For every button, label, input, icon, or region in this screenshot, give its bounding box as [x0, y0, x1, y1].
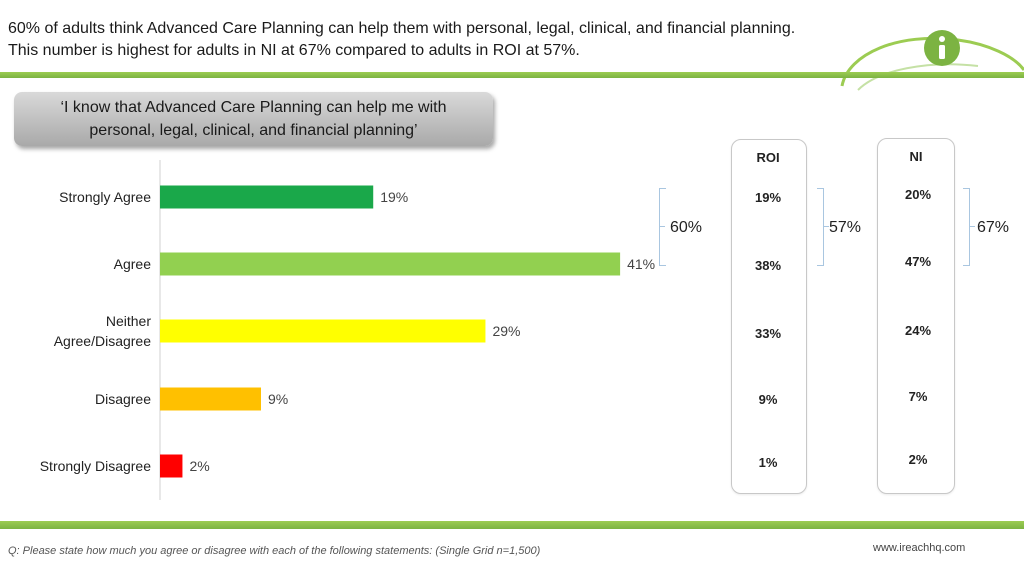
headline-line-2: This number is highest for adults in NI … — [8, 42, 580, 59]
bar-value-label: 2% — [189, 458, 209, 474]
category-label: Strongly Agree — [59, 187, 151, 207]
bar-chart: 19% 41% 29% 9% 2% — [159, 160, 655, 500]
bar-value-label: 9% — [268, 391, 288, 407]
bar-strongly-agree — [160, 185, 374, 209]
overall-agree-bracket — [659, 188, 666, 266]
category-label: Strongly Disagree — [40, 456, 151, 476]
category-label-line: Neither — [105, 313, 151, 329]
ni-value: 47% — [904, 254, 932, 269]
ni-value: 20% — [904, 187, 932, 202]
logo — [840, 30, 1024, 91]
roi-value: 1% — [758, 455, 778, 470]
ni-agree-bracket-tick — [969, 226, 975, 227]
roi-value: 33% — [754, 326, 782, 341]
info-icon — [924, 30, 960, 66]
category-label: Agree — [114, 254, 151, 274]
bar-value-label: 41% — [627, 256, 655, 272]
category-label-line: Disagree — [94, 391, 151, 407]
bar-value-label: 29% — [492, 323, 520, 339]
category-label-line: Strongly Disagree — [39, 458, 151, 474]
category-label-line: Strongly Agree — [59, 189, 151, 205]
roi-agree-total: 57% — [829, 219, 862, 236]
logo-swoosh-arc-inner — [857, 63, 979, 91]
category-label-line: Agree/Disagree — [53, 333, 151, 349]
question-footnote: Q: Please state how much you agree or di… — [8, 545, 541, 557]
bar-agree — [160, 252, 621, 276]
roi-agree-bracket — [817, 188, 824, 266]
ni-value: 7% — [908, 389, 928, 404]
ni-agree-bracket — [963, 188, 970, 266]
ni-header: NI — [909, 149, 923, 164]
statement-line-1: ‘I know that Advanced Care Planning can … — [60, 99, 447, 116]
roi-agree-bracket-tick — [823, 226, 829, 227]
ni-panel — [877, 138, 955, 494]
category-label: Neither Agree/Disagree — [54, 311, 151, 351]
bar-value-label: 19% — [380, 189, 408, 205]
statement-callout: ‘I know that Advanced Care Planning can … — [14, 92, 493, 146]
roi-value: 38% — [754, 258, 782, 273]
header-divider — [0, 72, 1024, 78]
footer-divider — [0, 521, 1024, 529]
roi-value: 9% — [758, 392, 778, 407]
category-label-line: Agree — [113, 256, 151, 272]
category-label: Disagree — [95, 389, 151, 409]
bar-disagree — [160, 387, 261, 411]
bar-neither-agree-disagree — [160, 319, 486, 343]
roi-value: 19% — [754, 190, 782, 205]
overall-agree-total: 60% — [670, 219, 703, 236]
ni-value: 24% — [904, 323, 932, 338]
roi-panel — [731, 139, 807, 494]
website-link[interactable]: www.ireachhq.com — [873, 542, 966, 554]
ni-agree-total: 67% — [977, 219, 1010, 236]
headline-line-1: 60% of adults think Advanced Care Planni… — [8, 20, 796, 37]
roi-header: ROI — [756, 150, 780, 165]
statement-line-2: personal, legal, clinical, and financial… — [89, 122, 418, 139]
bar-strongly-disagree — [160, 454, 183, 478]
overall-agree-bracket-tick — [659, 226, 665, 227]
ni-value: 2% — [908, 452, 928, 467]
page-title: 60% of adults think Advanced Care Planni… — [8, 18, 908, 62]
